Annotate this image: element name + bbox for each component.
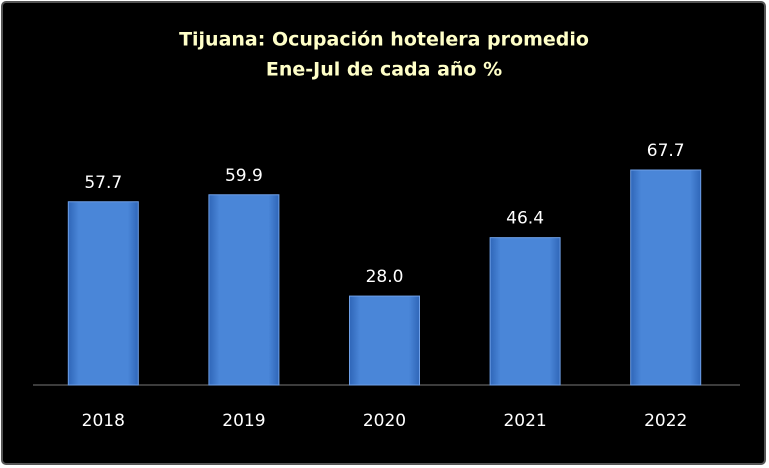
x-tick-label: 2019 [222,411,265,431]
chart-subtitle: Ene-Jul de cada año % [266,59,502,81]
bar [349,295,420,386]
x-tick-label: 2020 [363,411,406,431]
bar [630,169,702,386]
chart-title: Tijuana: Ocupación hotelera promedio [179,29,589,51]
x-tick-label: 2018 [82,411,125,431]
value-label: 59.9 [225,166,263,186]
value-label: 67.7 [647,141,685,161]
bar [489,237,561,386]
bar [67,201,139,386]
value-label: 57.7 [84,173,122,193]
bar [208,194,280,386]
x-tick-label: 2022 [644,411,687,431]
value-label: 46.4 [506,209,544,229]
x-tick-label: 2021 [503,411,546,431]
value-label: 28.0 [366,267,404,287]
